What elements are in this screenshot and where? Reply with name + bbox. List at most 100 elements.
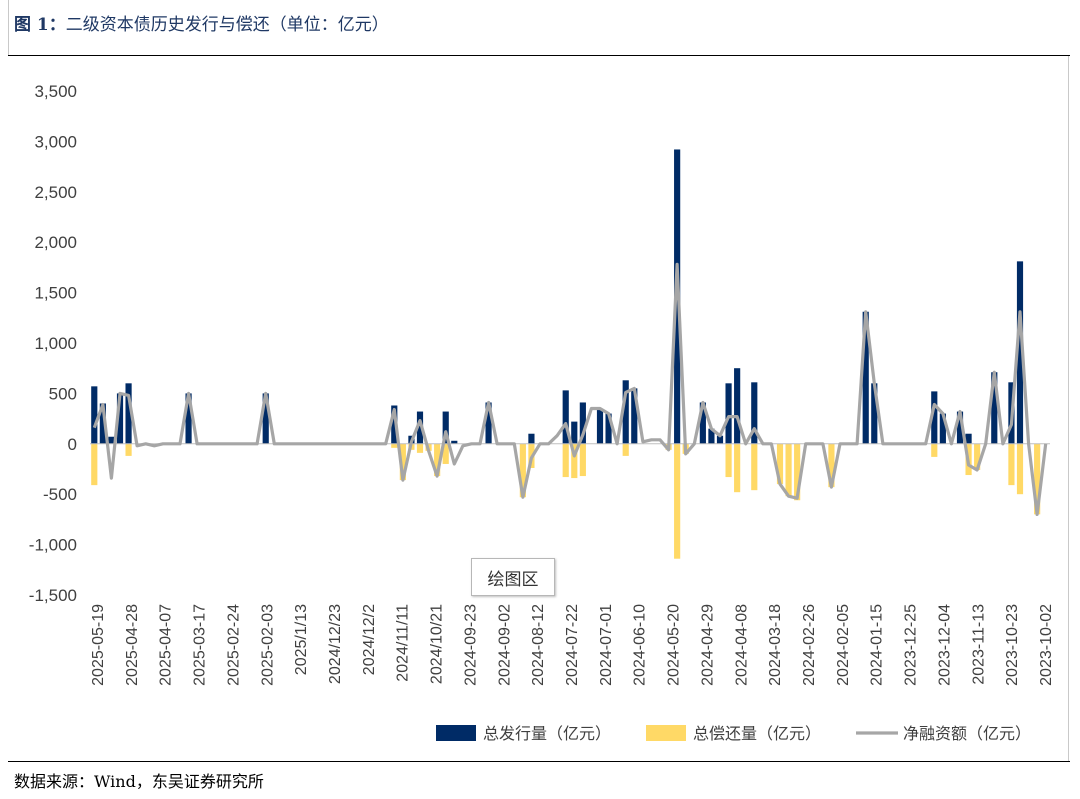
legend-swatch <box>646 725 686 741</box>
y-tick-label: 1,500 <box>34 284 77 303</box>
x-tick-label: 2025-02-03 <box>259 604 276 686</box>
repayment-bar <box>794 443 801 501</box>
x-tick-label: 2024-09-02 <box>496 604 513 686</box>
issuance-bar <box>991 372 998 444</box>
legend-label: 净融资额（亿元） <box>903 724 1031 743</box>
repayment-bar <box>1034 443 1041 515</box>
issuance-bar <box>485 402 492 444</box>
y-tick-label: -1,500 <box>29 586 77 605</box>
issuance-bar <box>699 402 706 444</box>
x-tick-label: 2023-10-02 <box>1038 604 1055 686</box>
repayment-bar <box>751 443 758 491</box>
y-tick-label: -1,000 <box>29 536 77 555</box>
x-tick-label: 2024-04-29 <box>699 604 716 686</box>
x-tick-label: 2023-10-23 <box>1004 604 1021 686</box>
figure-title-text: 二级资本债历史发行与偿还（单位：亿元） <box>65 15 389 35</box>
issuance-bar <box>708 428 715 444</box>
issuance-bar <box>605 413 612 444</box>
y-tick-label: 1,000 <box>34 334 77 353</box>
y-tick-label: 2,500 <box>34 183 77 202</box>
x-tick-label: 2024/12/2 <box>361 604 378 675</box>
repayment-bar <box>391 443 398 448</box>
frame-right-line <box>1068 56 1069 761</box>
frame-left-line <box>8 0 9 56</box>
x-tick-label: 2024-02-26 <box>801 604 818 686</box>
issuance-bar <box>116 393 124 444</box>
figure-number: 图 1： <box>14 15 66 35</box>
repayment-bar <box>434 443 441 477</box>
issuance-bar <box>725 383 732 444</box>
net-financing-line <box>92 262 1048 517</box>
x-tick-label: 2024-06-10 <box>632 604 649 686</box>
x-axis: 2025-05-19 2025-04-28 2025-04-07 2025-03-17… <box>90 604 1055 686</box>
title-divider <box>8 55 1070 56</box>
repayment-bar <box>399 443 406 481</box>
x-tick-label: 2024-07-01 <box>598 604 615 686</box>
y-tick-label: 2,000 <box>34 233 77 252</box>
y-tick-label: 3,500 <box>34 82 77 101</box>
source-note: 数据来源：Wind，东吴证券研究所 <box>14 772 264 791</box>
legend-swatch <box>436 725 476 741</box>
issuance-bar <box>631 388 638 444</box>
repayment-bar <box>725 443 732 478</box>
repayment-bar <box>674 443 681 559</box>
issuance-bar <box>939 413 946 444</box>
repayment-bar <box>571 443 578 479</box>
repayment-bar <box>776 443 784 485</box>
repayment-bar <box>519 443 526 498</box>
x-tick-label: 2023-12-25 <box>903 604 920 686</box>
figure-title: 图 1：二级资本债历史发行与偿还（单位：亿元） <box>14 10 389 35</box>
x-tick-label: 2024-07-22 <box>564 604 581 686</box>
x-tick-label: 2023-11-13 <box>970 604 987 685</box>
issuance-bar <box>716 435 724 444</box>
repayment-bar <box>579 443 586 477</box>
repayment-bar <box>785 443 792 497</box>
repayment-bar <box>91 443 98 486</box>
repayment-bar <box>931 443 938 457</box>
repayment-bar <box>442 443 449 464</box>
issuance-bar <box>562 390 569 444</box>
repayment-bar <box>622 443 629 456</box>
repayment-bar <box>562 443 569 478</box>
plot-area-tooltip: 绘图区 <box>471 558 555 596</box>
repayment-bar <box>416 443 424 453</box>
x-tick-label: 2024-01-15 <box>869 604 886 686</box>
repayment-bar <box>125 443 132 456</box>
x-tick-label: 2025-04-28 <box>124 604 141 686</box>
x-tick-label: 2024-09-23 <box>462 604 479 686</box>
issuance-bar <box>528 433 535 444</box>
issuance-bar <box>99 403 106 444</box>
issuance-bar <box>416 411 424 444</box>
legend: 总发行量（亿元） 总偿还量（亿元） 净融资额（亿元） <box>436 724 1031 743</box>
x-tick-label: 2024/11/11 <box>395 604 412 682</box>
x-tick-label: 2024-03-18 <box>767 604 784 686</box>
issuance-bar <box>91 386 98 444</box>
issuance-bar <box>262 393 269 444</box>
issuance-bar <box>451 440 458 444</box>
issuance-bar <box>579 402 586 444</box>
x-tick-label: 2025-02-24 <box>225 604 242 686</box>
issuance-bar <box>931 391 938 444</box>
repayment-bar <box>1008 443 1015 486</box>
issuance-bar <box>862 311 869 444</box>
y-tick-label: 0 <box>68 435 77 454</box>
y-tick-label: -500 <box>43 485 77 504</box>
x-tick-label: 2024/10/21 <box>429 604 446 684</box>
issuance-bar <box>956 411 964 444</box>
source-divider <box>8 761 1070 762</box>
issuance-bar <box>108 436 115 444</box>
repayment-bar <box>974 443 981 471</box>
net-financing-series <box>92 262 1048 517</box>
x-tick-label: 2024-05-20 <box>666 604 683 686</box>
issuance-bar <box>571 421 578 444</box>
issuance-bar <box>622 380 629 444</box>
issuance-bar <box>965 433 972 444</box>
x-tick-label: 2024-02-05 <box>835 604 852 686</box>
issuance-bars <box>91 149 1024 444</box>
issuance-bar <box>596 408 604 444</box>
x-tick-label: 2025-04-07 <box>158 604 175 686</box>
x-tick-label: 2024/12/23 <box>327 604 344 684</box>
repayment-bars <box>91 443 1041 559</box>
